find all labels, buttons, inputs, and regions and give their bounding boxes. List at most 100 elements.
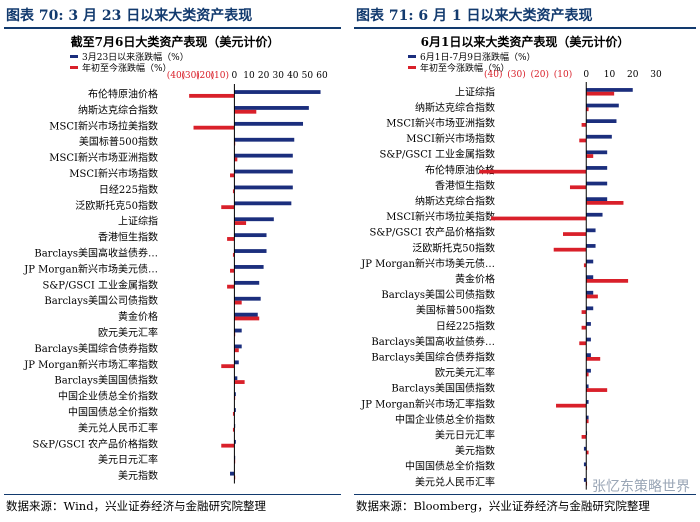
source-note-right: 数据来源：Bloomberg，兴业证券经济与金融研究院整理 [356, 499, 650, 513]
right-bar-since-12 [586, 275, 594, 279]
title-rule-right [354, 27, 696, 29]
right-bar-since-16 [586, 337, 591, 342]
left-axis-tick-label-1: (30) [181, 70, 199, 81]
left-bar-ytd-22 [221, 443, 235, 448]
right-category-label-22: 美元日元汇率 [435, 429, 495, 442]
left-bar-since-3 [234, 137, 295, 142]
left-legend-swatch-1 [70, 66, 78, 69]
chart-panel-left: 图表 70: 3 月 23 日以来大类资产表现 截至7月6日大类资产表现（美元计… [0, 0, 345, 522]
right-bar-since-8 [586, 212, 603, 217]
right-legend-swatch-0 [408, 55, 416, 58]
right-category-label-13: Barclays美国公司债指数 [381, 288, 495, 301]
right-bar-since-10 [586, 244, 596, 248]
left-category-label-13: Barclays美国公司债指数 [44, 294, 158, 307]
left-category-label-12: S&P/GSCI 工业金属指数 [43, 278, 158, 291]
left-category-label-1: 纳斯达克综合指数 [78, 103, 158, 116]
left-bar-ytd-0 [189, 93, 235, 98]
right-axis-tick-label-7: 20 [627, 70, 639, 80]
source-rule-right [354, 494, 696, 495]
left-bar-ytd-18 [234, 380, 245, 384]
left-bar-ytd-2 [193, 125, 235, 130]
left-category-label-8: 上证综指 [118, 215, 158, 228]
left-axis-tick-label-4: 0 [232, 71, 238, 81]
right-bar-ytd-11 [583, 263, 587, 268]
right-bar-ytd-19 [586, 388, 608, 392]
right-category-label-21: 中国企业债总全价指数 [395, 413, 495, 426]
left-bar-since-4 [234, 153, 293, 158]
left-axis-tick-label-0: (40) [167, 70, 185, 81]
left-category-label-6: 日经225指数 [99, 183, 158, 196]
left-bar-ytd-5 [230, 173, 235, 178]
left-bar-ytd-9 [227, 237, 235, 241]
left-bar-since-8 [234, 217, 274, 222]
right-axis-tick-label-1: (40) [484, 69, 502, 80]
left-bar-since-11 [234, 265, 264, 269]
right-bar-since-11 [586, 259, 594, 264]
left-bar-ytd-14 [234, 316, 260, 321]
right-category-label-2: MSCI新兴市场亚洲指数 [386, 117, 495, 130]
left-category-label-21: 美元兑人民币汇率 [78, 421, 158, 434]
right-bar-ytd-20 [556, 403, 587, 408]
right-category-label-7: 纳斯达克综合指数 [415, 195, 495, 208]
left-legend-swatch-0 [70, 55, 78, 58]
right-category-label-20: JP Morgan新兴市场汇率指数 [360, 397, 495, 410]
left-axis-tick-label-5: 10 [243, 71, 255, 81]
right-bar-since-18 [586, 368, 591, 373]
right-bar-ytd-17 [586, 357, 601, 361]
right-bar-ytd-16 [579, 341, 587, 346]
left-bar-since-22 [234, 439, 236, 444]
right-axis-tick-label-3: (20) [531, 69, 549, 80]
right-category-label-12: 黄金价格 [455, 273, 495, 286]
right-category-label-6: 香港恒生指数 [435, 179, 495, 192]
left-bar-ytd-6 [232, 189, 235, 194]
right-axis-tick-label-4: (10) [554, 69, 572, 80]
left-category-label-17: JP Morgan新兴市场汇率指数 [23, 358, 158, 371]
source-rule-left [4, 494, 341, 495]
right-category-label-11: JP Morgan新兴市场美元债… [360, 257, 495, 270]
left-bar-since-10 [234, 249, 267, 253]
left-bar-since-15 [234, 328, 242, 333]
left-axis-tick-label-6: 20 [258, 71, 270, 81]
right-legend-label-0: 6月1日-7月9日涨跌幅（%） [420, 51, 536, 63]
right-bar-since-9 [586, 228, 596, 233]
right-bar-ytd-22 [581, 435, 587, 439]
right-bar-since-1 [586, 103, 619, 108]
right-bar-ytd-18 [586, 372, 589, 377]
right-bar-since-0 [586, 88, 633, 92]
right-category-label-4: S&P/GSCI 工业金属指数 [380, 148, 495, 161]
left-category-label-4: MSCI新兴市场亚洲指数 [49, 151, 158, 164]
left-category-label-7: 泛欧斯托克50指数 [75, 199, 158, 212]
right-bar-ytd-12 [586, 279, 629, 283]
left-bar-since-7 [234, 201, 292, 206]
chart-panel-right: 图表 71: 6 月 1 日以来大类资产表现 6月1日以来大类资产表现（美元计价… [350, 0, 700, 522]
left-bar-ytd-11 [230, 268, 235, 273]
right-category-label-23: 美元指数 [455, 444, 495, 457]
left-bar-since-9 [234, 233, 267, 238]
right-bar-since-21 [586, 415, 589, 420]
left-chart-title: 截至7月6日大类资产表现（美元计价） [71, 34, 280, 49]
right-bar-ytd-8 [490, 216, 587, 221]
right-bar-ytd-10 [553, 247, 587, 252]
right-bar-ytd-23 [586, 450, 589, 455]
left-bar-ytd-7 [221, 205, 235, 210]
right-axis-tick-label-6: 10 [604, 70, 616, 80]
left-bar-ytd-20 [232, 411, 235, 416]
right-bar-since-13 [586, 290, 594, 295]
right-category-label-3: MSCI新兴市场指数 [406, 132, 495, 145]
right-category-label-9: S&P/GSCI 农产品价格指数 [370, 226, 495, 239]
right-bar-ytd-3 [579, 138, 587, 143]
right-bar-since-14 [586, 306, 594, 311]
left-category-label-24: 美元指数 [118, 469, 158, 482]
right-bar-since-3 [586, 134, 612, 139]
left-axis-tick-label-10: 60 [316, 71, 328, 81]
left-bar-since-14 [234, 312, 258, 317]
left-category-label-0: 布伦特原油价格 [88, 87, 158, 100]
left-axis-tick-label-3: (10) [211, 70, 229, 81]
left-bar-ytd-4 [234, 157, 238, 162]
right-axis-tick-label-8: 30 [650, 70, 662, 80]
left-bar-ytd-13 [234, 300, 242, 305]
right-category-label-24: 中国国债总全价指数 [405, 460, 495, 473]
figure-title-right: 图表 71: 6 月 1 日以来大类资产表现 [356, 8, 593, 24]
left-bar-since-12 [234, 280, 260, 285]
right-bar-ytd-21 [586, 419, 589, 424]
